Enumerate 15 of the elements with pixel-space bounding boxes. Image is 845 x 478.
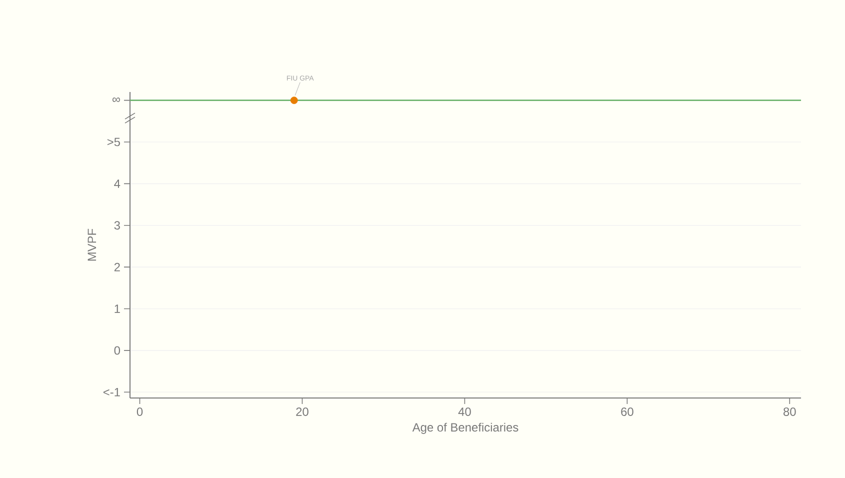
y-axis-title: MVPF: [88, 228, 96, 261]
y-tick-label: 4: [114, 180, 120, 188]
x-tick-label: 20: [296, 408, 308, 416]
y-tick-label: 3: [114, 221, 120, 230]
y-tick-label: 0: [114, 346, 120, 355]
x-axis-title: Age of Beneficiaries: [412, 422, 518, 434]
y-tick-label: 1: [114, 304, 120, 313]
y-tick-label: ∞: [112, 97, 120, 102]
y-tick-label: 2: [114, 262, 120, 272]
y-tick-label: <-1: [103, 388, 120, 396]
x-tick-label: 80: [784, 408, 796, 416]
x-tick-label: 60: [621, 408, 634, 416]
x-tick-label: 40: [458, 408, 471, 416]
y-tick-label: >5: [107, 138, 120, 146]
x-tick-label: 0: [136, 408, 143, 416]
